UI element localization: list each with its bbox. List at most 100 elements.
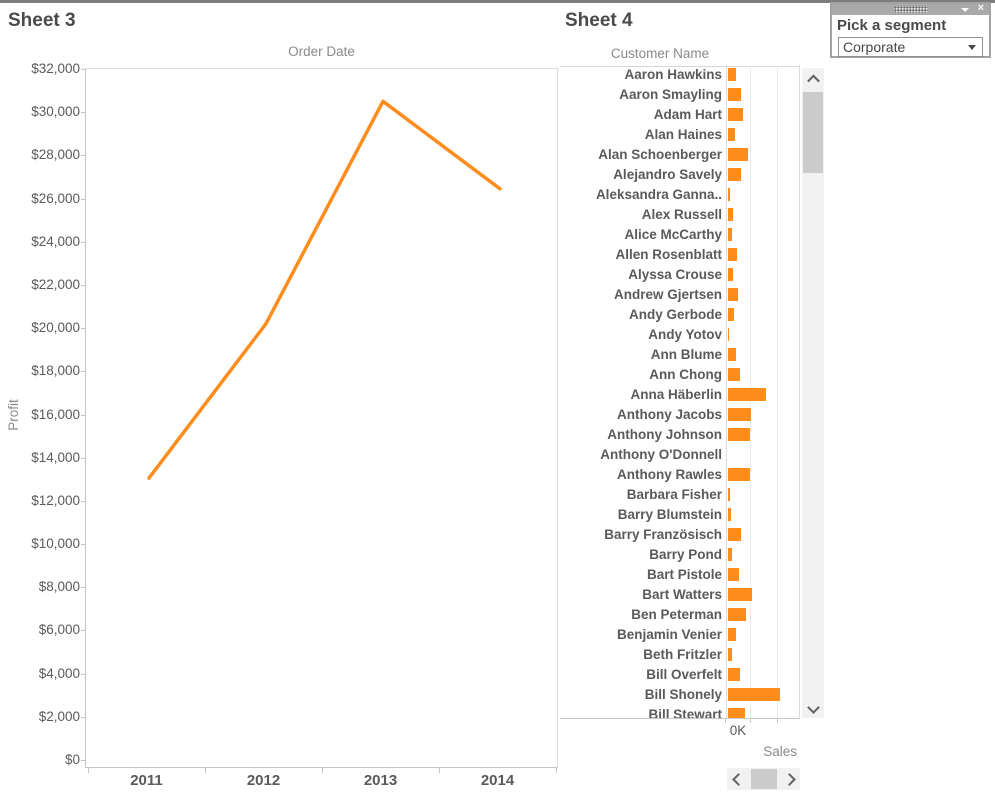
sales-bar[interactable] bbox=[728, 128, 735, 141]
sales-bar[interactable] bbox=[728, 188, 730, 201]
sales-bar[interactable] bbox=[728, 648, 732, 661]
sales-bar[interactable] bbox=[728, 168, 741, 181]
customer-name-label[interactable]: Anthony O'Donnell bbox=[560, 445, 727, 465]
scroll-down-button[interactable] bbox=[802, 696, 824, 718]
customer-name-label[interactable]: Beth Fritzler bbox=[560, 645, 727, 665]
sales-bar[interactable] bbox=[728, 608, 746, 621]
y-tick-mark bbox=[81, 112, 85, 114]
customer-name-label[interactable]: Barry Pond bbox=[560, 545, 727, 565]
customer-row: Barry Blumstein bbox=[560, 505, 799, 525]
y-tick-label: $30,000 bbox=[31, 104, 80, 120]
sales-bar[interactable] bbox=[728, 628, 736, 641]
line-chart-pane[interactable] bbox=[85, 68, 558, 768]
customer-name-label[interactable]: Bill Shonely bbox=[560, 685, 727, 705]
customer-name-label[interactable]: Barry Blumstein bbox=[560, 505, 727, 525]
y-tick-label: $24,000 bbox=[31, 233, 80, 249]
segment-dropdown-value: Corporate bbox=[843, 39, 906, 55]
customer-row: Anthony Johnson bbox=[560, 425, 799, 445]
sales-bar-cell bbox=[727, 405, 799, 425]
customer-name-label[interactable]: Alan Haines bbox=[560, 125, 727, 145]
y-tick-label: $8,000 bbox=[38, 579, 80, 595]
sales-bar[interactable] bbox=[728, 408, 751, 421]
segment-dropdown[interactable]: Corporate bbox=[838, 37, 983, 57]
filter-menu-caret-icon[interactable] bbox=[961, 8, 969, 12]
sales-bar[interactable] bbox=[728, 108, 743, 121]
sales-bar[interactable] bbox=[728, 568, 739, 581]
customer-name-label[interactable]: Bart Pistole bbox=[560, 565, 727, 585]
sales-bar[interactable] bbox=[728, 208, 733, 221]
customer-name-label[interactable]: Alyssa Crouse bbox=[560, 265, 727, 285]
scroll-right-button[interactable] bbox=[778, 768, 800, 790]
customer-name-label[interactable]: Allen Rosenblatt bbox=[560, 245, 727, 265]
sales-bar-cell bbox=[727, 65, 799, 85]
sales-bar-cell bbox=[727, 445, 799, 465]
vertical-scrollbar-thumb[interactable] bbox=[803, 92, 823, 173]
close-icon[interactable]: × bbox=[977, 2, 984, 14]
sales-bar[interactable] bbox=[728, 88, 741, 101]
sales-bar[interactable] bbox=[728, 468, 750, 481]
sales-bar[interactable] bbox=[728, 708, 745, 718]
customer-name-label[interactable]: Bill Stewart bbox=[560, 705, 727, 718]
horizontal-scrollbar-thumb[interactable] bbox=[751, 769, 777, 789]
chevron-left-icon bbox=[731, 772, 745, 786]
sales-bar[interactable] bbox=[728, 548, 732, 561]
customer-name-label[interactable]: Benjamin Venier bbox=[560, 625, 727, 645]
customer-name-label[interactable]: Anthony Rawles bbox=[560, 465, 727, 485]
sales-bar[interactable] bbox=[728, 268, 733, 281]
sales-bar[interactable] bbox=[728, 288, 738, 301]
customer-list: Aaron Hawkins Aaron Smayling Adam Hart Alan… bbox=[560, 65, 800, 718]
customer-name-label[interactable]: Adam Hart bbox=[560, 105, 727, 125]
customer-name-label[interactable]: Alex Russell bbox=[560, 205, 727, 225]
scroll-up-button[interactable] bbox=[802, 68, 824, 90]
sales-bar[interactable] bbox=[728, 308, 734, 321]
sales-bar-cell bbox=[727, 165, 799, 185]
customer-name-label[interactable]: Bill Overfelt bbox=[560, 665, 727, 685]
sales-bar-cell bbox=[727, 505, 799, 525]
customer-name-label[interactable]: Alejandro Savely bbox=[560, 165, 727, 185]
vertical-scrollbar[interactable] bbox=[802, 68, 824, 718]
customer-name-label[interactable]: Andy Yotov bbox=[560, 325, 727, 345]
customer-name-label[interactable]: Ben Peterman bbox=[560, 605, 727, 625]
sales-bar[interactable] bbox=[728, 508, 731, 521]
customer-name-label[interactable]: Alice McCarthy bbox=[560, 225, 727, 245]
segment-filter-panel: × Pick a segment Corporate bbox=[830, 2, 991, 58]
y-tick-mark bbox=[81, 673, 85, 675]
customer-name-label[interactable]: Alan Schoenberger bbox=[560, 145, 727, 165]
sales-bar[interactable] bbox=[728, 68, 736, 81]
profit-line-mark[interactable] bbox=[147, 99, 502, 480]
customer-name-label[interactable]: Ann Blume bbox=[560, 345, 727, 365]
y-tick-label: $16,000 bbox=[31, 406, 80, 422]
sales-bar[interactable] bbox=[728, 388, 766, 401]
sales-bar[interactable] bbox=[728, 228, 732, 241]
sales-bar[interactable] bbox=[728, 688, 780, 701]
drag-handle-icon[interactable] bbox=[893, 6, 928, 13]
sales-bar[interactable] bbox=[728, 248, 737, 261]
customer-name-label[interactable]: Aaron Smayling bbox=[560, 85, 727, 105]
customer-name-label[interactable]: Barry Französisch bbox=[560, 525, 727, 545]
sales-bar[interactable] bbox=[728, 368, 740, 381]
customer-name-label[interactable]: Anna Häberlin bbox=[560, 385, 727, 405]
sales-bar[interactable] bbox=[728, 148, 748, 161]
customer-row: Andy Yotov bbox=[560, 325, 799, 345]
customer-name-label[interactable]: Anthony Johnson bbox=[560, 425, 727, 445]
customer-name-label[interactable]: Ann Chong bbox=[560, 365, 727, 385]
sales-bar[interactable] bbox=[728, 328, 729, 341]
sales-bar[interactable] bbox=[728, 668, 740, 681]
customer-name-label[interactable]: Aleksandra Ganna.. bbox=[560, 185, 727, 205]
sales-bar-cell bbox=[727, 465, 799, 485]
customer-name-label[interactable]: Aaron Hawkins bbox=[560, 65, 727, 85]
customer-name-label[interactable]: Anthony Jacobs bbox=[560, 405, 727, 425]
customer-name-label[interactable]: Andrew Gjertsen bbox=[560, 285, 727, 305]
sales-bar[interactable] bbox=[728, 528, 741, 541]
customer-row: Aleksandra Ganna.. bbox=[560, 185, 799, 205]
scroll-left-button[interactable] bbox=[727, 768, 749, 790]
y-tick-mark bbox=[81, 69, 85, 70]
horizontal-scrollbar[interactable] bbox=[727, 768, 800, 790]
sales-bar[interactable] bbox=[728, 488, 730, 501]
customer-name-label[interactable]: Andy Gerbode bbox=[560, 305, 727, 325]
customer-name-label[interactable]: Barbara Fisher bbox=[560, 485, 727, 505]
sales-bar[interactable] bbox=[728, 428, 750, 441]
sales-bar[interactable] bbox=[728, 348, 736, 361]
sales-bar[interactable] bbox=[728, 588, 752, 601]
customer-name-label[interactable]: Bart Watters bbox=[560, 585, 727, 605]
